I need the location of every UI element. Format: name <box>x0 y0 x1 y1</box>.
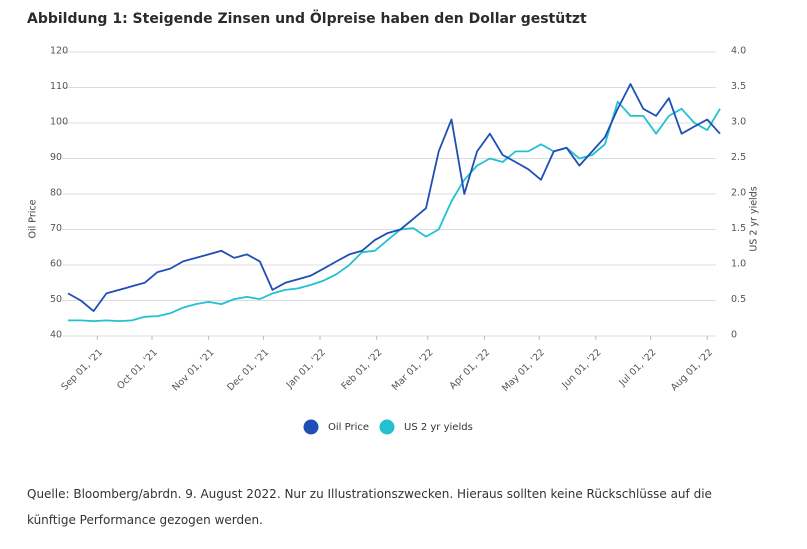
y2-tick-label: 1.0 <box>731 259 746 270</box>
y-axis-title: Oil Price <box>28 199 39 238</box>
y-tick-label: 80 <box>50 188 62 199</box>
y2-tick-label: 3.0 <box>731 117 746 128</box>
series-line <box>68 100 721 322</box>
x-tick-label: Jul 01, '22 <box>617 347 659 389</box>
y2-tick-label: 2.5 <box>731 152 746 163</box>
x-tick-label: Dec 01, '21 <box>225 347 271 393</box>
x-tick-label: Feb 01, '22 <box>340 347 385 392</box>
y2-tick-label: 2.0 <box>731 188 746 199</box>
x-tick-label: Oct 01, '21 <box>115 347 160 392</box>
y-tick-label: 90 <box>50 152 62 163</box>
y-tick-label: 100 <box>50 117 68 128</box>
x-tick-label: May 01, '22 <box>500 347 547 394</box>
y2-tick-label: 4.0 <box>731 46 746 57</box>
y-tick-label: 40 <box>50 330 62 341</box>
y-tick-label: 60 <box>50 259 62 270</box>
x-tick-label: Sep 01, '21 <box>59 347 105 393</box>
x-tick-label: Nov 01, '21 <box>170 347 216 393</box>
legend-marker <box>379 419 395 435</box>
y2-axis-title: US 2 yr yields <box>749 186 760 251</box>
x-tick-label: Jun 01, '22 <box>559 347 603 391</box>
chart: Abbildung 1: Steigende Zinsen und Ölprei… <box>27 9 760 435</box>
legend-label: US 2 yr yields <box>404 422 473 433</box>
legend-marker <box>303 419 319 435</box>
y-tick-label: 110 <box>50 81 68 92</box>
series-line <box>67 83 721 312</box>
y-tick-label: 50 <box>50 294 62 305</box>
y2-tick-label: 0.5 <box>731 294 746 305</box>
legend-label: Oil Price <box>328 422 369 433</box>
x-tick-label: Mar 01, '22 <box>390 347 436 393</box>
y2-tick-label: 3.5 <box>731 81 746 92</box>
y2-tick-label: 0 <box>731 330 737 341</box>
y-tick-label: 120 <box>50 46 68 57</box>
chart-title: Abbildung 1: Steigende Zinsen und Ölprei… <box>27 9 587 27</box>
x-tick-label: Jan 01, '22 <box>284 347 328 391</box>
y-tick-label: 70 <box>50 223 62 234</box>
x-tick-label: Apr 01, '22 <box>448 347 493 392</box>
y2-tick-label: 1.5 <box>731 223 746 234</box>
source-note: Quelle: Bloomberg/abrdn. 9. August 2022.… <box>27 487 712 527</box>
x-tick-label: Aug 01, '22 <box>669 347 715 393</box>
